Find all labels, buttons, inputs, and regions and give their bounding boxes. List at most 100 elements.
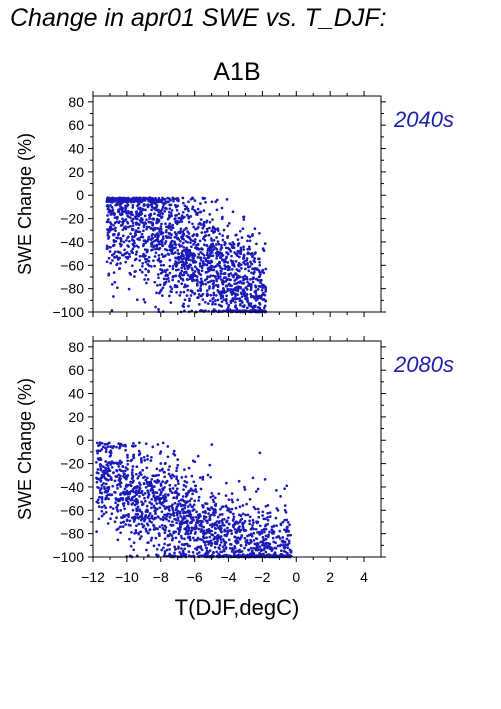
data-point: [237, 479, 241, 483]
y-tick-label: −60: [60, 257, 84, 273]
data-point: [182, 483, 186, 487]
data-point: [248, 235, 252, 239]
data-point: [236, 498, 240, 502]
data-point: [156, 273, 160, 276]
data-point: [233, 521, 237, 524]
data-point: [103, 446, 107, 450]
data-point: [195, 243, 198, 247]
data-point: [201, 226, 205, 230]
data-point: [144, 486, 148, 489]
data-point: [110, 205, 114, 209]
data-point: [135, 507, 139, 511]
data-point: [143, 515, 147, 519]
data-point: [251, 551, 254, 554]
data-point: [274, 541, 277, 545]
data-point: [175, 214, 178, 217]
data-point: [156, 284, 159, 287]
data-point: [249, 532, 253, 536]
data-point: [138, 486, 142, 489]
data-point: [133, 275, 136, 278]
data-point: [150, 203, 154, 206]
data-point: [239, 286, 243, 290]
data-point: [175, 284, 179, 288]
data-point: [169, 241, 173, 244]
data-point: [176, 516, 180, 520]
data-point: [213, 531, 217, 535]
data-point: [207, 255, 211, 259]
data-point: [264, 267, 268, 271]
data-point: [227, 529, 230, 533]
data-point: [211, 302, 214, 306]
data-point: [191, 205, 195, 209]
data-point: [119, 244, 123, 248]
data-point: [192, 271, 195, 275]
data-point: [196, 296, 199, 300]
data-point: [212, 231, 215, 234]
data-point: [180, 498, 184, 502]
data-point: [147, 235, 151, 239]
data-point: [111, 484, 115, 488]
data-point: [286, 534, 290, 537]
data-point: [124, 227, 128, 231]
data-point: [130, 264, 134, 268]
data-point: [139, 473, 143, 476]
data-point: [275, 524, 278, 528]
data-point: [213, 526, 217, 530]
data-point: [95, 500, 99, 504]
data-point: [156, 236, 159, 240]
data-point: [201, 510, 205, 514]
data-point: [238, 505, 242, 509]
data-point: [202, 253, 206, 257]
data-point: [139, 457, 143, 460]
data-point: [141, 468, 145, 472]
data-point: [187, 220, 191, 224]
data-point: [255, 242, 258, 246]
data-point: [153, 527, 157, 531]
data-point: [205, 253, 209, 257]
data-point: [230, 288, 234, 292]
data-point: [129, 459, 133, 463]
data-point: [125, 475, 129, 479]
data-point: [285, 518, 289, 522]
data-point: [100, 495, 104, 499]
data-point: [131, 481, 134, 484]
data-point: [258, 261, 261, 264]
data-point: [193, 265, 197, 269]
data-point: [102, 485, 106, 489]
data-point: [191, 459, 195, 463]
data-point: [245, 502, 248, 506]
data-point: [152, 505, 156, 509]
data-point: [216, 534, 219, 538]
data-point: [211, 533, 215, 537]
data-point: [107, 273, 111, 277]
data-point: [137, 532, 141, 536]
data-point: [154, 517, 157, 520]
data-point: [111, 507, 115, 510]
data-point: [230, 507, 234, 511]
data-point: [169, 285, 172, 289]
data-point: [145, 218, 148, 222]
data-point: [208, 275, 212, 279]
data-point: [177, 532, 181, 536]
data-point: [144, 529, 148, 533]
data-point: [205, 277, 209, 281]
data-point: [211, 242, 214, 246]
data-point: [115, 220, 119, 224]
data-point: [229, 301, 233, 305]
data-point: [197, 499, 201, 502]
data-point: [236, 289, 240, 293]
data-point: [164, 461, 167, 465]
data-point: [226, 224, 230, 228]
data-point: [121, 469, 125, 473]
data-point: [244, 297, 247, 301]
data-point: [144, 260, 148, 264]
data-point: [247, 548, 251, 552]
data-point: [208, 535, 212, 539]
data-point: [255, 520, 258, 524]
data-point: [122, 504, 126, 508]
data-point: [224, 297, 228, 301]
data-point: [223, 267, 227, 271]
data-point: [210, 251, 214, 254]
data-point: [219, 535, 223, 538]
data-point: [100, 473, 104, 477]
